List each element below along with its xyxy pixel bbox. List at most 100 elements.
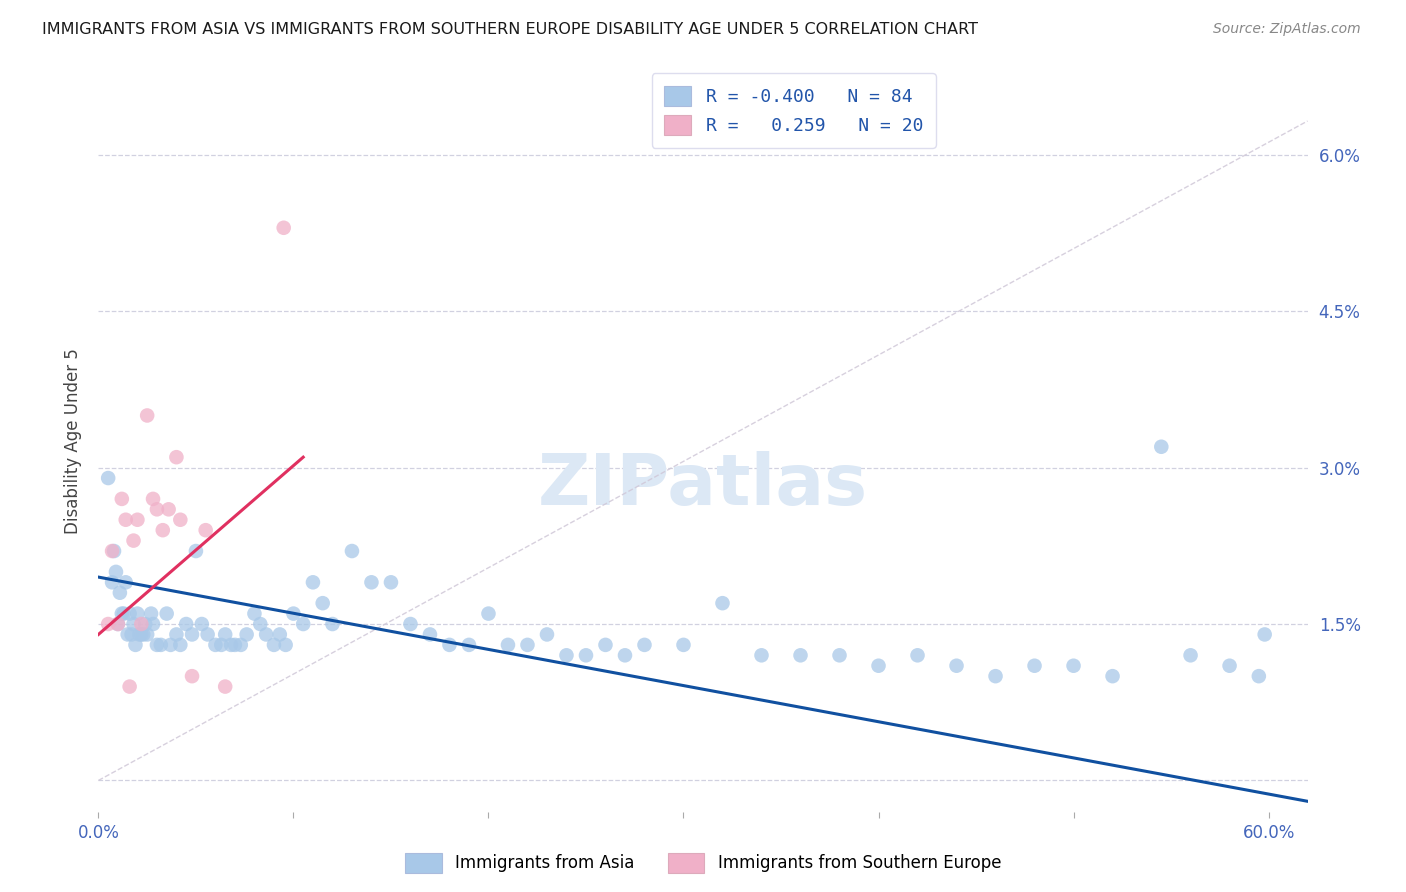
Point (575, 648, 598, 663)
Point (214, 627, 236, 641)
Point (1180, 648, 1202, 663)
Point (139, 607, 162, 621)
Point (302, 575, 325, 590)
Legend: R = -0.400   N = 84, R =   0.259   N = 20: R = -0.400 N = 84, R = 0.259 N = 20 (651, 73, 936, 148)
Point (132, 627, 155, 641)
Point (254, 627, 277, 641)
Point (191, 617, 214, 632)
Point (156, 607, 179, 621)
Point (122, 617, 145, 632)
Point (104, 565, 127, 579)
Point (229, 638, 252, 652)
Point (169, 638, 191, 652)
Point (165, 627, 187, 641)
Point (128, 627, 150, 641)
Point (121, 627, 143, 641)
Point (984, 669, 1007, 683)
Point (122, 533, 145, 548)
Point (219, 638, 242, 652)
Point (214, 680, 236, 694)
Point (614, 648, 637, 663)
Point (1247, 669, 1270, 683)
Point (114, 575, 136, 590)
Point (263, 638, 285, 652)
Point (340, 544, 363, 558)
Point (274, 638, 297, 652)
Point (142, 617, 165, 632)
Point (321, 617, 343, 632)
Point (672, 638, 695, 652)
Point (184, 544, 207, 558)
Point (127, 607, 149, 621)
Point (439, 638, 461, 652)
Point (111, 607, 134, 621)
Point (380, 575, 402, 590)
Point (312, 596, 335, 610)
Point (789, 648, 811, 663)
Point (146, 638, 169, 652)
Point (112, 607, 135, 621)
Point (174, 617, 197, 632)
Text: ZIPatlas: ZIPatlas (538, 451, 868, 520)
Point (134, 617, 156, 632)
Point (536, 627, 558, 641)
Point (197, 627, 219, 641)
Point (555, 648, 578, 663)
Point (235, 627, 257, 641)
Point (101, 544, 124, 558)
Point (496, 638, 519, 652)
Point (243, 607, 266, 621)
Text: IMMIGRANTS FROM ASIA VS IMMIGRANTS FROM SOUTHERN EUROPE DISABILITY AGE UNDER 5 C: IMMIGRANTS FROM ASIA VS IMMIGRANTS FROM … (42, 22, 979, 37)
Point (477, 607, 499, 621)
Point (97, 471, 120, 485)
Point (1150, 440, 1173, 454)
Point (419, 627, 441, 641)
Point (633, 638, 655, 652)
Point (111, 491, 134, 506)
Point (283, 607, 305, 621)
Point (868, 658, 890, 673)
Point (249, 617, 271, 632)
Point (169, 513, 191, 527)
Point (157, 502, 180, 516)
Point (101, 575, 124, 590)
Point (149, 638, 172, 652)
Point (516, 638, 538, 652)
Point (165, 450, 187, 465)
Point (458, 638, 481, 652)
Point (751, 648, 773, 663)
Point (1219, 658, 1241, 673)
Point (181, 669, 204, 683)
Point (273, 220, 295, 235)
Point (194, 523, 217, 537)
Point (97, 617, 120, 632)
Point (136, 627, 159, 641)
Point (945, 658, 967, 673)
Point (269, 627, 291, 641)
Point (107, 617, 129, 632)
Point (224, 638, 246, 652)
Point (204, 638, 226, 652)
Point (1253, 627, 1275, 641)
Y-axis label: Disability Age Under 5: Disability Age Under 5 (65, 349, 83, 534)
Point (127, 513, 149, 527)
Point (131, 617, 153, 632)
Point (1024, 658, 1046, 673)
Point (360, 575, 382, 590)
Point (118, 607, 141, 621)
Legend: Immigrants from Asia, Immigrants from Southern Europe: Immigrants from Asia, Immigrants from So… (398, 847, 1008, 880)
Point (1101, 669, 1123, 683)
Point (1063, 658, 1085, 673)
Point (103, 544, 125, 558)
Point (142, 491, 165, 506)
Point (152, 523, 174, 537)
Point (595, 638, 617, 652)
Point (108, 586, 131, 600)
Point (711, 596, 734, 610)
Point (181, 627, 204, 641)
Point (117, 627, 139, 641)
Point (124, 638, 146, 652)
Point (131, 627, 153, 641)
Point (399, 617, 422, 632)
Point (907, 648, 929, 663)
